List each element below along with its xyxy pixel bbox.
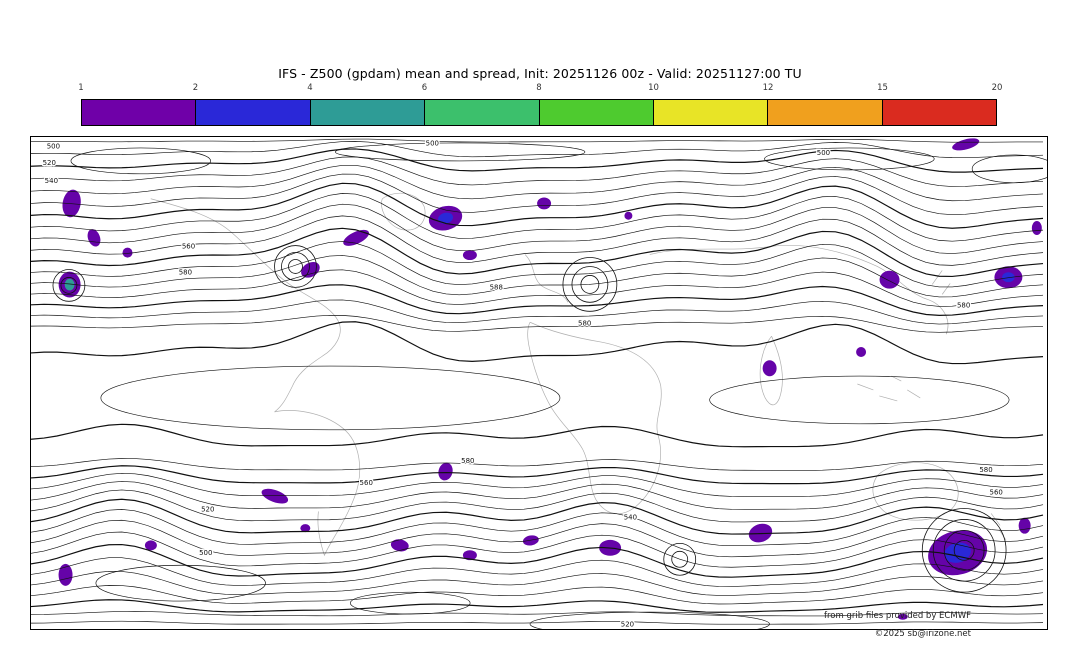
spread-blob — [343, 229, 370, 246]
colorbar-segment — [653, 100, 769, 125]
spread-blob — [522, 535, 539, 546]
colorbar-segment — [310, 100, 426, 125]
page-title: IFS - Z500 (gpdam) mean and spread, Init… — [278, 66, 802, 81]
coastlines — [150, 192, 1007, 557]
contour-label: 580 — [179, 268, 192, 276]
contour-map-canvas: 500 520 540 500 500 560 580 588 580 580 580 560 580 5… — [31, 138, 1047, 629]
colorbar-tick-label: 10 — [648, 83, 659, 93]
spread-blob — [856, 347, 867, 357]
contour-label: 580 — [979, 466, 992, 474]
spread-blob — [879, 270, 900, 289]
contour-label: 500 — [426, 139, 439, 147]
colorbar-tick-label: 20 — [991, 83, 1003, 93]
colorbar-tick-labels: 1 2 4 6 8 10 12 15 20 — [78, 83, 1002, 95]
spread-blob — [897, 613, 908, 620]
spread-blob-core — [64, 278, 75, 291]
credit-ecmwf: from grib files provided by ECMWF — [824, 611, 971, 621]
contour-label: 520 — [621, 621, 634, 629]
spread-blob — [1018, 517, 1031, 534]
spread-blob — [300, 524, 311, 533]
spread-blob — [624, 211, 633, 220]
spread-blob — [390, 539, 409, 552]
contour-label: 560 — [990, 489, 1003, 497]
credit-copyright: ©2025 sb@irizone.net — [874, 629, 971, 639]
colorbar-tick-label: 8 — [536, 83, 542, 93]
colorbar-segment — [196, 100, 311, 125]
colorbar-segment — [425, 100, 540, 125]
spread-colorbar — [81, 99, 997, 126]
contour-label: 520 — [201, 505, 214, 513]
spread-blob — [122, 247, 133, 258]
colorbar-tick-label: 12 — [762, 83, 774, 93]
contour-label: 580 — [957, 302, 970, 310]
contour-label: 500 — [47, 142, 60, 150]
contour-label: 540 — [624, 513, 637, 521]
contour-labels: 500 520 540 500 500 560 580 588 580 580 580 560 580 5… — [41, 138, 1004, 629]
contour-label: 520 — [43, 159, 56, 167]
colorbar-segment — [82, 100, 197, 125]
contour-label: 580 — [578, 319, 591, 327]
colorbar-tick-label: 4 — [307, 83, 313, 93]
colorbar-tick-label: 6 — [421, 83, 428, 93]
contour-label: 588 — [490, 284, 503, 292]
colorbar-tick-label: 15 — [877, 83, 888, 93]
spread-blob — [537, 197, 552, 210]
map-area: 500 520 540 500 500 560 580 588 580 580 580 560 580 5… — [30, 136, 1048, 639]
contour-label: 540 — [45, 177, 58, 185]
spread-blob-core — [1002, 272, 1015, 283]
spread-blob — [144, 540, 157, 551]
contour-label: 580 — [461, 457, 474, 465]
spread-blob — [462, 250, 477, 261]
contour-label: 500 — [817, 149, 830, 157]
colorbar-tick-label: 1 — [78, 83, 84, 93]
spread-blob — [58, 563, 73, 586]
colorbar-segment — [539, 100, 654, 125]
spread-blob — [261, 488, 289, 504]
z500-contours — [31, 138, 1047, 629]
spread-blob — [1031, 221, 1042, 235]
spread-blob — [462, 550, 477, 561]
spread-blob — [952, 138, 980, 151]
contour-label: 500 — [199, 549, 212, 557]
contour-label: 560 — [360, 479, 373, 487]
contour-label: 560 — [182, 243, 195, 251]
spread-blob — [762, 360, 777, 377]
colorbar-tick-label: 2 — [192, 83, 199, 93]
spread-blob — [438, 462, 453, 481]
spread-blob-core — [438, 212, 454, 224]
colorbar-segment — [768, 100, 883, 125]
colorbar-segment — [882, 100, 996, 125]
